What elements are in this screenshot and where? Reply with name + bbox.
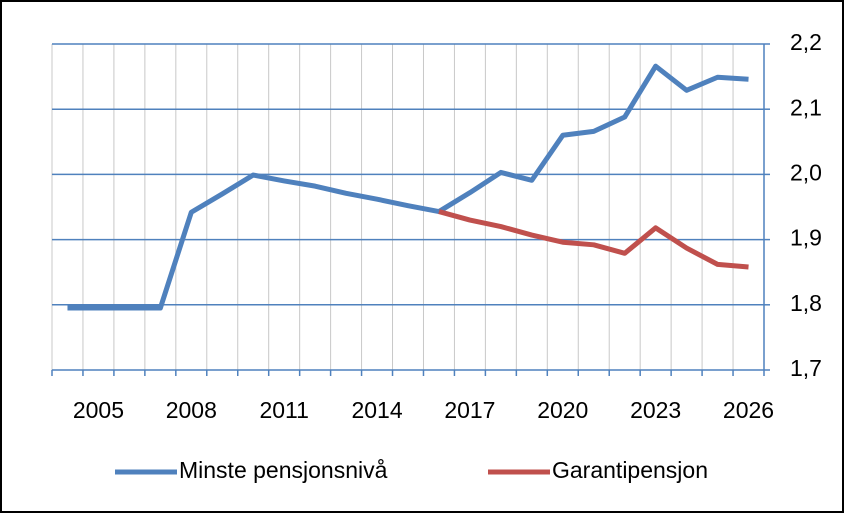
x-tick-label: 2023 bbox=[630, 397, 681, 423]
legend-label: Minste pensjonsnivå bbox=[179, 457, 388, 483]
y-tick-label: 1,7 bbox=[790, 355, 822, 381]
legend-label: Garantipensjon bbox=[552, 457, 708, 483]
x-tick-label: 2017 bbox=[444, 397, 495, 423]
series-line bbox=[67, 63, 749, 311]
x-tick-label: 2008 bbox=[166, 397, 217, 423]
x-tick-label: 2026 bbox=[723, 397, 774, 423]
y-tick-label: 1,9 bbox=[790, 225, 822, 251]
x-tick-label: 2005 bbox=[73, 397, 124, 423]
x-tick-label: 2020 bbox=[537, 397, 588, 423]
y-tick-label: 2,2 bbox=[790, 29, 822, 55]
y-tick-label: 2,1 bbox=[790, 94, 822, 120]
x-tick-label: 2014 bbox=[351, 397, 402, 423]
x-tick-label: 2011 bbox=[259, 397, 308, 423]
y-tick-label: 1,8 bbox=[790, 290, 822, 316]
y-tick-label: 2,0 bbox=[790, 159, 822, 185]
series-line bbox=[438, 209, 749, 270]
